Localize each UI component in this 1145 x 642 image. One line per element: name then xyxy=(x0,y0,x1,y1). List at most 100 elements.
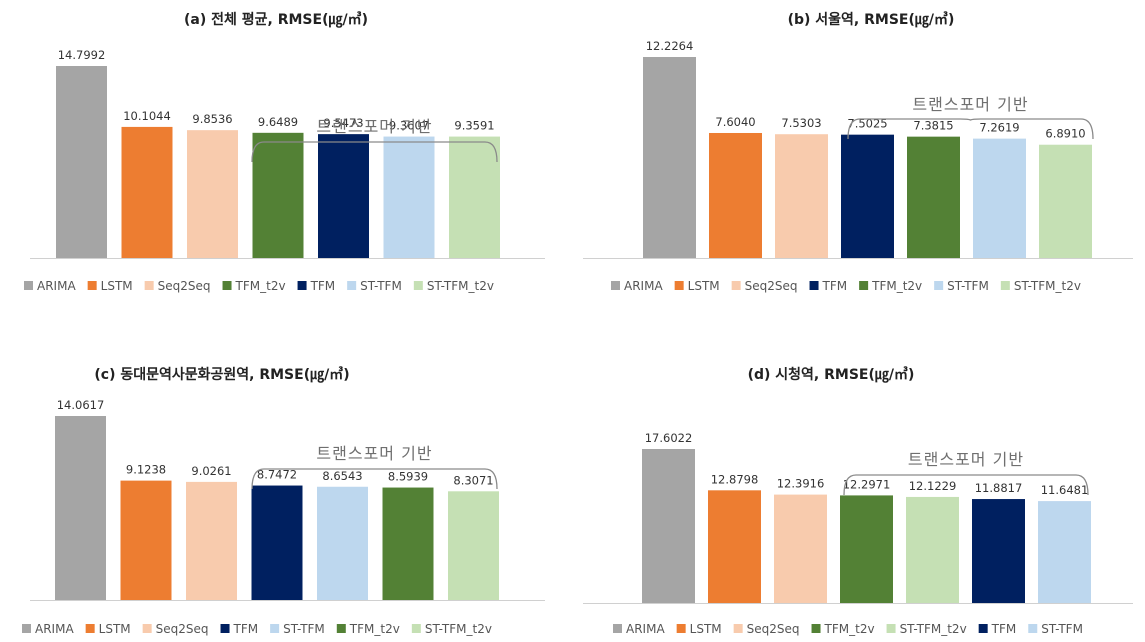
legend-swatch-st-tfm-t2v xyxy=(1000,281,1010,290)
legend-label-st-tfm: ST-TFM xyxy=(360,279,402,293)
legend: ARIMA LSTM Seq2Seq TFM_t2v TFM ST-TFM ST-TFM_t… xyxy=(24,279,494,293)
data-label-arima: 14.0617 xyxy=(57,398,105,412)
legend-label-lstm: LSTM xyxy=(690,622,722,636)
legend-label-st-tfm: ST-TFM xyxy=(947,279,989,293)
bar-arima xyxy=(643,57,696,258)
legend-swatch-st-tfm xyxy=(270,624,280,633)
legend-swatch-st-tfm xyxy=(934,281,944,290)
data-label-arima: 17.6022 xyxy=(645,431,693,445)
chart-average: (a) 전체 평균, RMSE(㎍/㎥) 14.7992 10.1044 9.8536… xyxy=(24,11,545,293)
legend: ARIMA LSTM Seq2Seq TFM_t2v ST-TFM_t2v TFM ST-T… xyxy=(613,622,1083,636)
legend-label-st-tfm-t2v: ST-TFM_t2v xyxy=(900,622,967,636)
bar-tfm-t2v xyxy=(907,136,960,258)
legend-swatch-lstm xyxy=(676,624,686,633)
bar-seq2seq xyxy=(186,481,237,600)
data-label-st-tfm: 9.3607 xyxy=(389,119,429,133)
legend-label-st-tfm-t2v: ST-TFM_t2v xyxy=(427,279,494,293)
legend-label-lstm: LSTM xyxy=(101,279,133,293)
legend-label-tfm: TFM xyxy=(233,622,259,636)
legend-swatch-st-tfm xyxy=(1028,624,1038,633)
bar-arima xyxy=(642,449,695,603)
legend-swatch-seq2seq xyxy=(144,281,154,290)
chart-title: (d) 시청역, RMSE(㎍/㎥) xyxy=(748,366,915,384)
group-annotation-label: 트랜스포머 기반 xyxy=(908,450,1024,469)
legend-label-lstm: LSTM xyxy=(688,279,720,293)
data-label-seq2seq: 12.3916 xyxy=(777,477,825,491)
bar-st-tfm xyxy=(317,486,368,600)
legend-swatch-tfm xyxy=(978,624,988,633)
legend-label-lstm: LSTM xyxy=(99,622,131,636)
group-annotation-label: 트랜스포머 기반 xyxy=(316,444,432,463)
legend-swatch-tfm-t2v xyxy=(222,281,232,290)
legend-label-st-tfm: ST-TFM xyxy=(283,622,325,636)
legend-label-st-tfm: ST-TFM xyxy=(1041,622,1083,636)
data-label-tfm-t2v: 7.3815 xyxy=(913,119,953,133)
bar-lstm xyxy=(121,126,173,258)
legend-swatch-tfm xyxy=(297,281,307,290)
data-label-st-tfm-t2v: 12.1229 xyxy=(909,479,957,493)
data-label-seq2seq: 9.0261 xyxy=(191,464,231,478)
bar-tfm xyxy=(841,134,894,258)
legend-swatch-arima xyxy=(24,281,33,290)
legend: ARIMA LSTM Seq2Seq TFM ST-TFM TFM_t2v ST-TFM_t… xyxy=(22,622,492,636)
legend-label-arima: ARIMA xyxy=(626,622,665,636)
bar-seq2seq xyxy=(774,494,827,603)
legend-label-tfm-t2v: TFM_t2v xyxy=(349,622,400,636)
legend-label-arima: ARIMA xyxy=(35,622,74,636)
group-annotation-label: 트랜스포머 기반 xyxy=(912,95,1028,114)
chart-title: (a) 전체 평균, RMSE(㎍/㎥) xyxy=(184,11,368,29)
chart-seoul-station: (b) 서울역, RMSE(㎍/㎥) 12.2264 7.6040 7.5303 7.5… xyxy=(583,11,1133,293)
legend-label-tfm-t2v: TFM_t2v xyxy=(871,279,922,293)
legend-swatch-arima xyxy=(613,624,622,633)
legend-label-tfm: TFM xyxy=(822,279,848,293)
bar-lstm xyxy=(120,480,172,600)
chart-panel-seoul-station: (b) 서울역, RMSE(㎍/㎥) 12.2264 7.6040 7.5303 7.5… xyxy=(573,0,1145,310)
bar-st-tfm-t2v xyxy=(449,136,500,258)
bar-tfm-t2v xyxy=(840,495,893,603)
legend-swatch-seq2seq xyxy=(731,281,741,290)
legend-label-seq2seq: Seq2Seq xyxy=(745,279,798,293)
chart-panel-city-hall-station: (d) 시청역, RMSE(㎍/㎥) 17.6022 12.8798 12.3916 1… xyxy=(573,355,1145,642)
bar-lstm xyxy=(708,490,761,603)
legend-label-seq2seq: Seq2Seq xyxy=(158,279,211,293)
bar-arima xyxy=(56,66,107,258)
chart-title: (c) 동대문역사문화공원역, RMSE(㎍/㎥) xyxy=(94,366,349,384)
data-label-lstm: 12.8798 xyxy=(711,472,759,486)
legend-swatch-lstm xyxy=(674,281,684,290)
legend-swatch-lstm xyxy=(87,281,97,290)
data-label-st-tfm: 7.2619 xyxy=(979,121,1019,135)
data-label-st-tfm: 11.6481 xyxy=(1041,483,1089,497)
data-label-lstm: 7.6040 xyxy=(715,115,755,129)
legend-swatch-seq2seq xyxy=(733,624,743,633)
bar-lstm xyxy=(709,132,762,258)
group-brace xyxy=(251,468,498,490)
data-label-st-tfm: 8.6543 xyxy=(322,469,362,483)
legend-swatch-tfm-t2v xyxy=(859,281,869,290)
bar-st-tfm xyxy=(973,138,1026,258)
legend-label-arima: ARIMA xyxy=(37,279,76,293)
data-label-st-tfm-t2v: 9.3591 xyxy=(454,119,494,133)
legend-label-arima: ARIMA xyxy=(624,279,663,293)
data-label-lstm: 10.1044 xyxy=(123,109,171,123)
legend-label-tfm-t2v: TFM_t2v xyxy=(824,622,875,636)
bar-tfm-t2v xyxy=(382,487,434,600)
data-label-st-tfm-t2v: 6.8910 xyxy=(1045,127,1085,141)
legend-swatch-seq2seq xyxy=(142,624,152,633)
legend-swatch-st-tfm xyxy=(347,281,357,290)
legend-label-tfm-t2v: TFM_t2v xyxy=(235,279,286,293)
bar-arima xyxy=(55,416,106,600)
legend-label-seq2seq: Seq2Seq xyxy=(747,622,800,636)
chart-panel-ddp-station: (c) 동대문역사문화공원역, RMSE(㎍/㎥) 14.0617 9.1238 9.… xyxy=(0,355,572,642)
legend-swatch-tfm-t2v xyxy=(811,624,821,633)
data-label-tfm-t2v: 12.2971 xyxy=(843,477,891,491)
data-label-tfm: 9.5473 xyxy=(323,116,363,130)
bar-tfm xyxy=(972,499,1025,603)
legend-swatch-tfm xyxy=(809,281,819,290)
chart-title: (b) 서울역, RMSE(㎍/㎥) xyxy=(788,11,955,29)
legend-swatch-arima xyxy=(611,281,620,290)
bar-st-tfm xyxy=(383,136,435,258)
data-label-seq2seq: 7.5303 xyxy=(781,116,821,130)
legend-label-st-tfm-t2v: ST-TFM_t2v xyxy=(425,622,492,636)
legend-label-st-tfm-t2v: ST-TFM_t2v xyxy=(1014,279,1081,293)
group-annotation-label: 트랜스포머 기반 xyxy=(316,117,432,136)
